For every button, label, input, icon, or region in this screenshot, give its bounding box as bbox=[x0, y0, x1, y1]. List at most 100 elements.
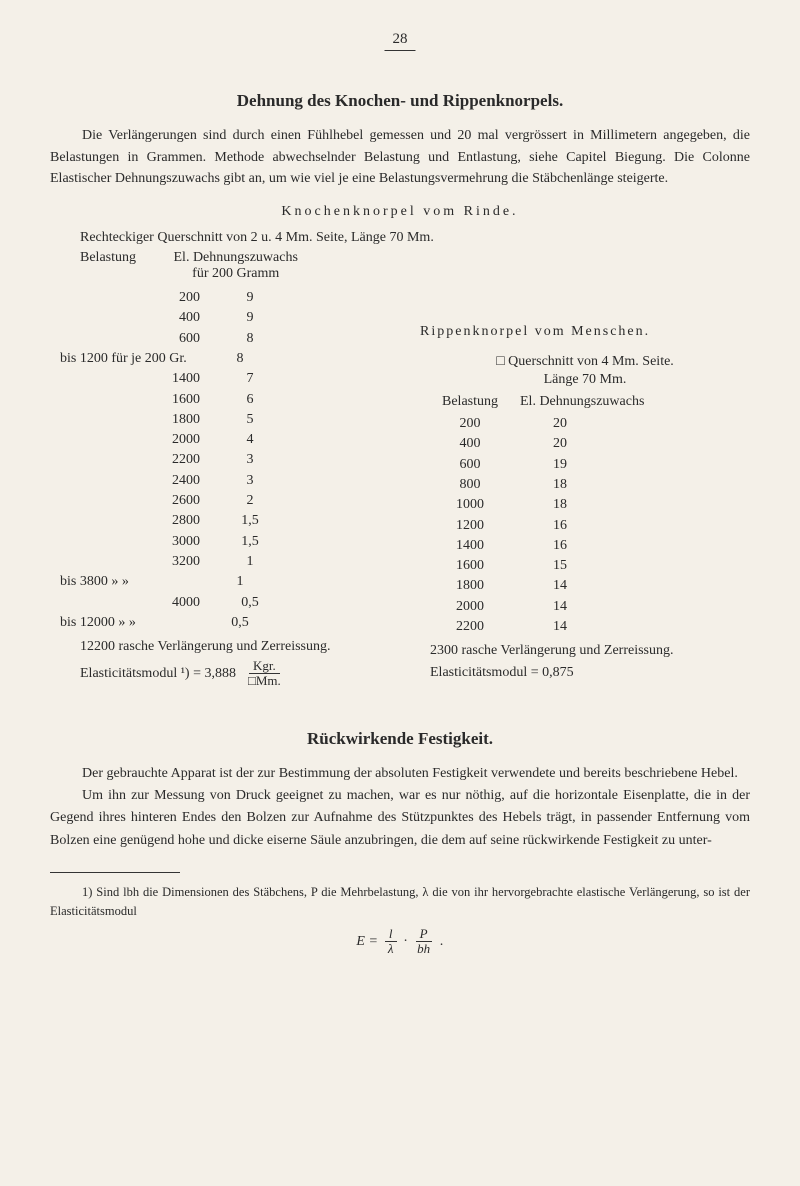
table-row: 4009 bbox=[50, 308, 380, 328]
right-col-2: 16 bbox=[520, 516, 600, 536]
table-row: 28001,5 bbox=[50, 511, 380, 531]
table-row: 32001 bbox=[50, 552, 380, 572]
left-col-1: 3200 bbox=[50, 552, 220, 572]
table-row: 6008 bbox=[50, 329, 380, 349]
right-col-1: 1800 bbox=[420, 576, 520, 596]
right-note-2: Elasticitätsmodul = 0,875 bbox=[430, 665, 750, 681]
footnote-rule bbox=[50, 872, 180, 873]
page-number: 28 bbox=[385, 31, 416, 51]
right-col-1: 1200 bbox=[420, 516, 520, 536]
right-col-2: 15 bbox=[520, 556, 600, 576]
right-h1: Belastung bbox=[420, 394, 520, 410]
formula-f1-num: l bbox=[385, 927, 397, 942]
formula-dot: · bbox=[404, 934, 408, 950]
left-col-2: 2 bbox=[220, 491, 280, 511]
right-table-head: Belastung El. Dehnungszuwachs bbox=[420, 394, 750, 410]
formula-frac-1: l λ bbox=[384, 927, 398, 957]
right-note-1: 2300 rasche Verlängerung und Zerreissung… bbox=[430, 643, 750, 659]
el-dehn-label-1: El. Dehnungszuwachs bbox=[174, 250, 298, 266]
left-col-1: 1800 bbox=[50, 410, 220, 430]
right-col-2: 14 bbox=[520, 576, 600, 596]
formula-end: . bbox=[440, 934, 444, 950]
table-row: 2009 bbox=[50, 288, 380, 308]
left-col-1: bis 1200 für je 200 Gr. bbox=[50, 349, 210, 369]
left-col-2: 8 bbox=[210, 349, 270, 369]
left-col-1: bis 12000 » » bbox=[50, 613, 210, 633]
frac-num: Kgr. bbox=[249, 659, 280, 674]
left-col-1: 4000 bbox=[50, 593, 220, 613]
right-sub-1: □ Querschnitt von 4 Mm. Seite. bbox=[420, 354, 750, 370]
right-col-2: 19 bbox=[520, 455, 600, 475]
left-col-2: 1 bbox=[210, 572, 270, 592]
left-col-2: 3 bbox=[220, 450, 280, 470]
formula: E = l λ · P bh . bbox=[50, 927, 750, 957]
left-col-2: 3 bbox=[220, 471, 280, 491]
table-row: 30001,5 bbox=[50, 532, 380, 552]
right-col-2: 18 bbox=[520, 495, 600, 515]
table-row: 40020 bbox=[420, 434, 750, 454]
right-col-2: 20 bbox=[520, 414, 600, 434]
right-title: Rippenknorpel vom Menschen. bbox=[420, 324, 750, 340]
left-col-2: 9 bbox=[220, 288, 280, 308]
section-2-title: Rückwirkende Festigkeit. bbox=[50, 729, 750, 749]
left-col-2: 0,5 bbox=[210, 613, 270, 633]
belastung-label: Belastung El. Dehnungszuwachs für 200 Gr… bbox=[80, 250, 750, 282]
left-modul: Elasticitätsmodul ¹) = 3,888 Kgr. □Mm. bbox=[80, 659, 380, 689]
formula-f2-den: bh bbox=[413, 942, 434, 956]
left-col-1: 2400 bbox=[50, 471, 220, 491]
footnote-text: 1) Sind lbh die Dimensionen des Stäbchen… bbox=[50, 883, 750, 921]
left-col-2: 8 bbox=[220, 329, 280, 349]
right-col-1: 600 bbox=[420, 455, 520, 475]
left-table-header: Rechteckiger Querschnitt von 2 u. 4 Mm. … bbox=[80, 230, 750, 246]
right-col-2: 18 bbox=[520, 475, 600, 495]
left-col-1: bis 3800 » » bbox=[50, 572, 210, 592]
table-row: 16006 bbox=[50, 390, 380, 410]
left-col-1: 200 bbox=[50, 288, 220, 308]
intro-paragraph: Die Verlängerungen sind durch einen Fühl… bbox=[50, 125, 750, 190]
left-col-2: 6 bbox=[220, 390, 280, 410]
left-col-1: 2600 bbox=[50, 491, 220, 511]
left-note-1: 12200 rasche Verlängerung und Zerreissun… bbox=[80, 639, 380, 655]
frac-den: □Mm. bbox=[244, 674, 285, 688]
left-col-2: 0,5 bbox=[220, 593, 280, 613]
left-col-1: 3000 bbox=[50, 532, 220, 552]
right-sub-2: Länge 70 Mm. bbox=[420, 372, 750, 388]
table-row: 40000,5 bbox=[50, 593, 380, 613]
table-row: 220014 bbox=[420, 617, 750, 637]
sub-title: Knochenknorpel vom Rinde. bbox=[50, 204, 750, 220]
left-col-1: 600 bbox=[50, 329, 220, 349]
right-col-2: 16 bbox=[520, 536, 600, 556]
table-row: bis 3800 » »1 bbox=[50, 572, 380, 592]
right-col-1: 1600 bbox=[420, 556, 520, 576]
table-row: 120016 bbox=[420, 516, 750, 536]
right-col-1: 2200 bbox=[420, 617, 520, 637]
left-col-2: 9 bbox=[220, 308, 280, 328]
table-row: 18005 bbox=[50, 410, 380, 430]
right-h2: El. Dehnungszuwachs bbox=[520, 394, 750, 410]
left-col-2: 4 bbox=[220, 430, 280, 450]
table-row: 140016 bbox=[420, 536, 750, 556]
right-col-1: 2000 bbox=[420, 597, 520, 617]
left-col-1: 2000 bbox=[50, 430, 220, 450]
table-row: 14007 bbox=[50, 369, 380, 389]
left-col-2: 5 bbox=[220, 410, 280, 430]
table-row: 200014 bbox=[420, 597, 750, 617]
table-row: 24003 bbox=[50, 471, 380, 491]
table-row: 60019 bbox=[420, 455, 750, 475]
left-col-1: 1600 bbox=[50, 390, 220, 410]
right-col-1: 1400 bbox=[420, 536, 520, 556]
table-row: 100018 bbox=[420, 495, 750, 515]
left-col-2: 1,5 bbox=[220, 511, 280, 531]
right-col-2: 20 bbox=[520, 434, 600, 454]
formula-E: E = bbox=[356, 934, 378, 950]
elast-modul-left: Elasticitätsmodul ¹) = 3,888 bbox=[80, 666, 236, 682]
table-row: 22003 bbox=[50, 450, 380, 470]
el-dehn-label-2: für 200 Gramm bbox=[174, 266, 298, 282]
table-row: 20020 bbox=[420, 414, 750, 434]
left-col-2: 1,5 bbox=[220, 532, 280, 552]
table-row: 160015 bbox=[420, 556, 750, 576]
left-col-1: 2200 bbox=[50, 450, 220, 470]
left-col-2: 7 bbox=[220, 369, 280, 389]
formula-f1-den: λ bbox=[384, 942, 398, 956]
right-col-2: 14 bbox=[520, 597, 600, 617]
